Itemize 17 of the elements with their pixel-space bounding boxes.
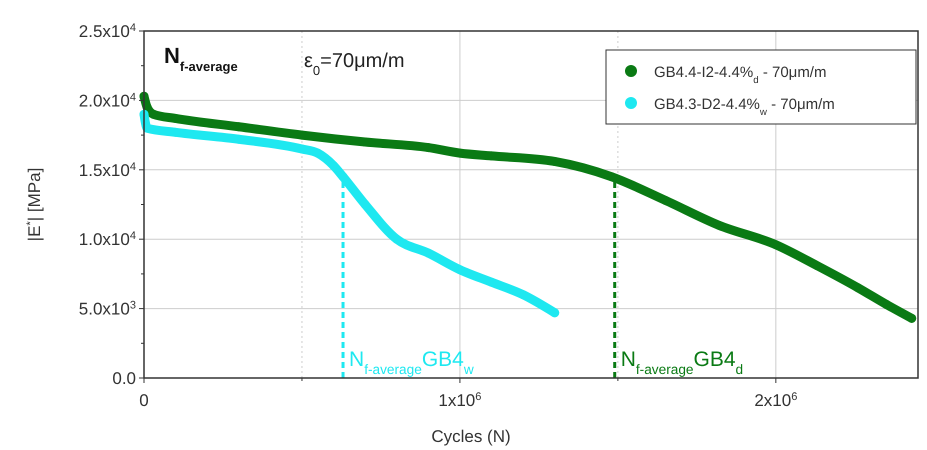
point: [550, 308, 560, 318]
y-tick-label: 5.0x10$^{3}$: [78, 300, 136, 319]
ref-line-label: N$_{f-average}$GB4$_{w}$: [349, 348, 474, 376]
annotation: N$_{f-average}$: [164, 43, 238, 74]
x-tick-label: 0: [139, 391, 149, 410]
legend-label: GB4.4-I2-4.4%$_{d}$ - 70μm/m: [654, 64, 826, 86]
legend-label: GB4.3-D2-4.4%$_{w}$ - 70μm/m: [654, 96, 835, 118]
x-tick-label: 1x10$^{6}$: [438, 391, 482, 410]
ref-line-label: N$_{f-average}$GB4$_{d}$: [620, 348, 744, 376]
y-tick-label: 1.5x10$^{4}$: [78, 160, 136, 180]
annotation: ε$_{0}$=70μm/m: [304, 50, 404, 78]
y-tick-label: 0.0: [112, 369, 136, 388]
x-axis-title: Cycles (N): [431, 427, 511, 446]
x-tick-label: 2x10$^{6}$: [754, 391, 798, 410]
y-tick-label: 2.5x10$^{4}$: [78, 22, 136, 41]
y-tick-label: 1.0x10$^{4}$: [78, 230, 136, 250]
y-tick-label: 2.0x10$^{4}$: [78, 91, 136, 110]
